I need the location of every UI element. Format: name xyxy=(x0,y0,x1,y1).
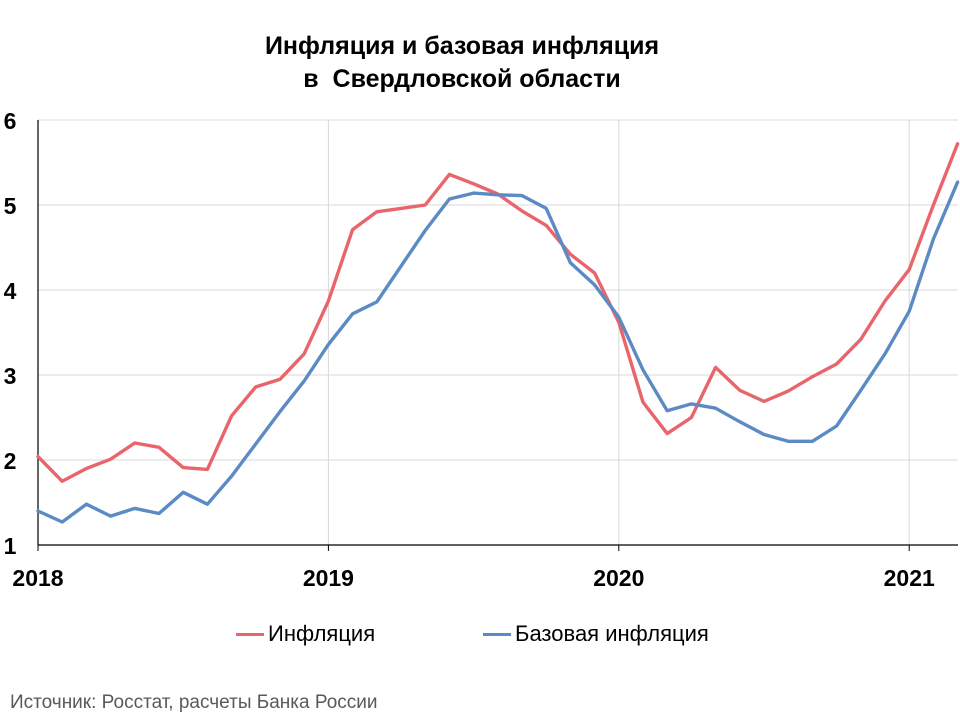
legend-item-inflation: Инфляция xyxy=(236,621,375,647)
legend-label-core: Базовая инфляция xyxy=(515,621,709,646)
y-tick-label: 1 xyxy=(4,533,17,559)
x-tick-label: 2021 xyxy=(884,565,935,591)
x-tick-label: 2018 xyxy=(12,565,63,591)
y-tick-label: 6 xyxy=(4,108,17,134)
x-tick-label: 2019 xyxy=(303,565,354,591)
chart-title: Инфляция и базовая инфляция в Свердловск… xyxy=(0,30,924,96)
legend-item-core: Базовая инфляция xyxy=(483,621,709,647)
legend-label-inflation: Инфляция xyxy=(268,621,376,646)
chart-title-line-2: в Свердловской области xyxy=(303,65,621,93)
x-tick-label: 2020 xyxy=(593,565,644,591)
y-tick-label: 3 xyxy=(4,363,17,389)
y-tick-label: 5 xyxy=(4,193,17,219)
y-tick-label: 2 xyxy=(4,448,17,474)
chart-title-line-1: Инфляция и базовая инфляция xyxy=(264,32,660,60)
legend-swatch-inflation xyxy=(236,632,264,636)
y-tick-label: 4 xyxy=(4,278,17,304)
legend-swatch-core xyxy=(483,632,511,636)
series-line-core-inflation xyxy=(36,180,960,524)
source-note: Источник: Росстат, расчеты Банка России xyxy=(10,692,378,713)
